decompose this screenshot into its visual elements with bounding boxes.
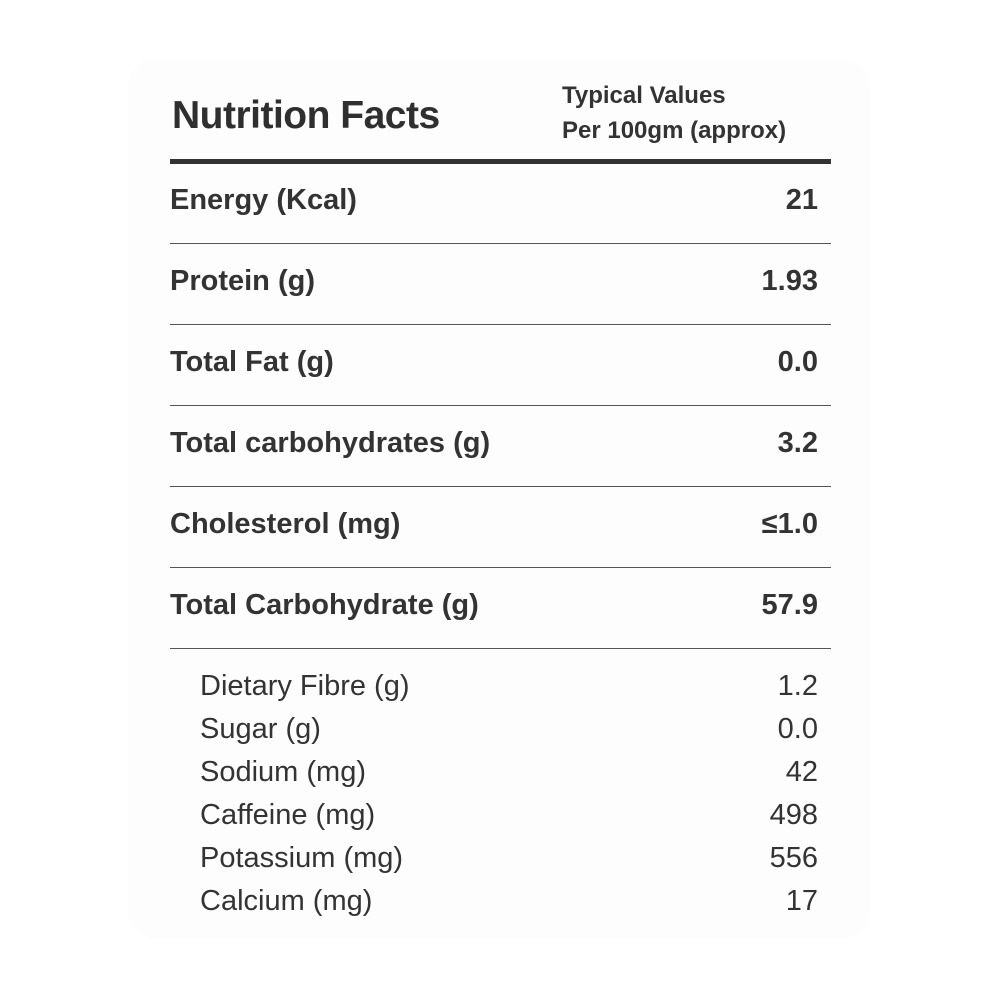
nutrient-label: Total Carbohydrate (g) xyxy=(170,589,479,621)
nutrient-value: 21 xyxy=(785,184,818,216)
sub-nutrient-label: Sodium (mg) xyxy=(200,756,366,788)
row-divider xyxy=(170,243,831,244)
typical-values-label: Typical Values Per 100gm (approx) xyxy=(562,78,786,148)
typical-values-line-2: Per 100gm (approx) xyxy=(562,117,787,144)
sub-nutrient-row-calcium: Calcium (mg) 17 xyxy=(200,885,818,921)
nutrient-label: Protein (g) xyxy=(170,265,315,297)
nutrient-value: 57.9 xyxy=(761,589,818,621)
nutrient-row-total-carbohydrates: Total carbohydrates (g) 3.2 xyxy=(170,427,818,467)
sub-nutrient-value: 1.2 xyxy=(777,670,818,702)
page-title: Nutrition Facts xyxy=(172,94,440,137)
nutrient-value: ≤1.0 xyxy=(761,508,818,540)
nutrient-value: 3.2 xyxy=(777,427,818,459)
nutrient-row-total-carbohydrate: Total Carbohydrate (g) 57.9 xyxy=(170,589,818,629)
nutrition-card xyxy=(128,60,870,938)
typical-values-line-1: Typical Values xyxy=(562,82,726,109)
nutrient-value: 1.93 xyxy=(761,265,818,297)
row-divider xyxy=(170,405,831,406)
sub-nutrient-row-sodium: Sodium (mg) 42 xyxy=(200,756,818,792)
sub-nutrient-label: Caffeine (mg) xyxy=(200,799,376,831)
sub-nutrient-row-caffeine: Caffeine (mg) 498 xyxy=(200,799,818,835)
nutrient-label: Cholesterol (mg) xyxy=(170,508,401,540)
sub-nutrient-row-dietary-fibre: Dietary Fibre (g) 1.2 xyxy=(200,670,818,706)
sub-nutrient-value: 0.0 xyxy=(777,713,818,745)
sub-nutrient-label: Dietary Fibre (g) xyxy=(200,670,410,702)
sub-nutrient-label: Potassium (mg) xyxy=(200,842,404,874)
nutrient-label: Energy (Kcal) xyxy=(170,184,357,216)
row-divider xyxy=(170,567,831,568)
nutrient-row-protein: Protein (g) 1.93 xyxy=(170,265,818,305)
nutrient-label: Total carbohydrates (g) xyxy=(170,427,491,459)
sub-nutrient-label: Calcium (mg) xyxy=(200,885,373,917)
nutrient-row-total-fat: Total Fat (g) 0.0 xyxy=(170,346,818,386)
sub-nutrient-value: 42 xyxy=(785,756,818,788)
nutrition-header: Nutrition Facts Typical Values Per 100gm… xyxy=(170,78,830,158)
sub-nutrient-row-sugar: Sugar (g) 0.0 xyxy=(200,713,818,749)
header-divider xyxy=(170,159,831,164)
sub-nutrient-value: 556 xyxy=(769,842,818,874)
nutrient-value: 0.0 xyxy=(777,346,818,378)
row-divider xyxy=(170,648,831,649)
sub-nutrient-row-potassium: Potassium (mg) 556 xyxy=(200,842,818,878)
row-divider xyxy=(170,486,831,487)
sub-nutrient-label: Sugar (g) xyxy=(200,713,321,745)
nutrient-label: Total Fat (g) xyxy=(170,346,334,378)
row-divider xyxy=(170,324,831,325)
nutrient-row-energy: Energy (Kcal) 21 xyxy=(170,184,818,224)
sub-nutrient-value: 498 xyxy=(769,799,818,831)
sub-nutrient-value: 17 xyxy=(785,885,818,917)
nutrient-row-cholesterol: Cholesterol (mg) ≤1.0 xyxy=(170,508,818,548)
